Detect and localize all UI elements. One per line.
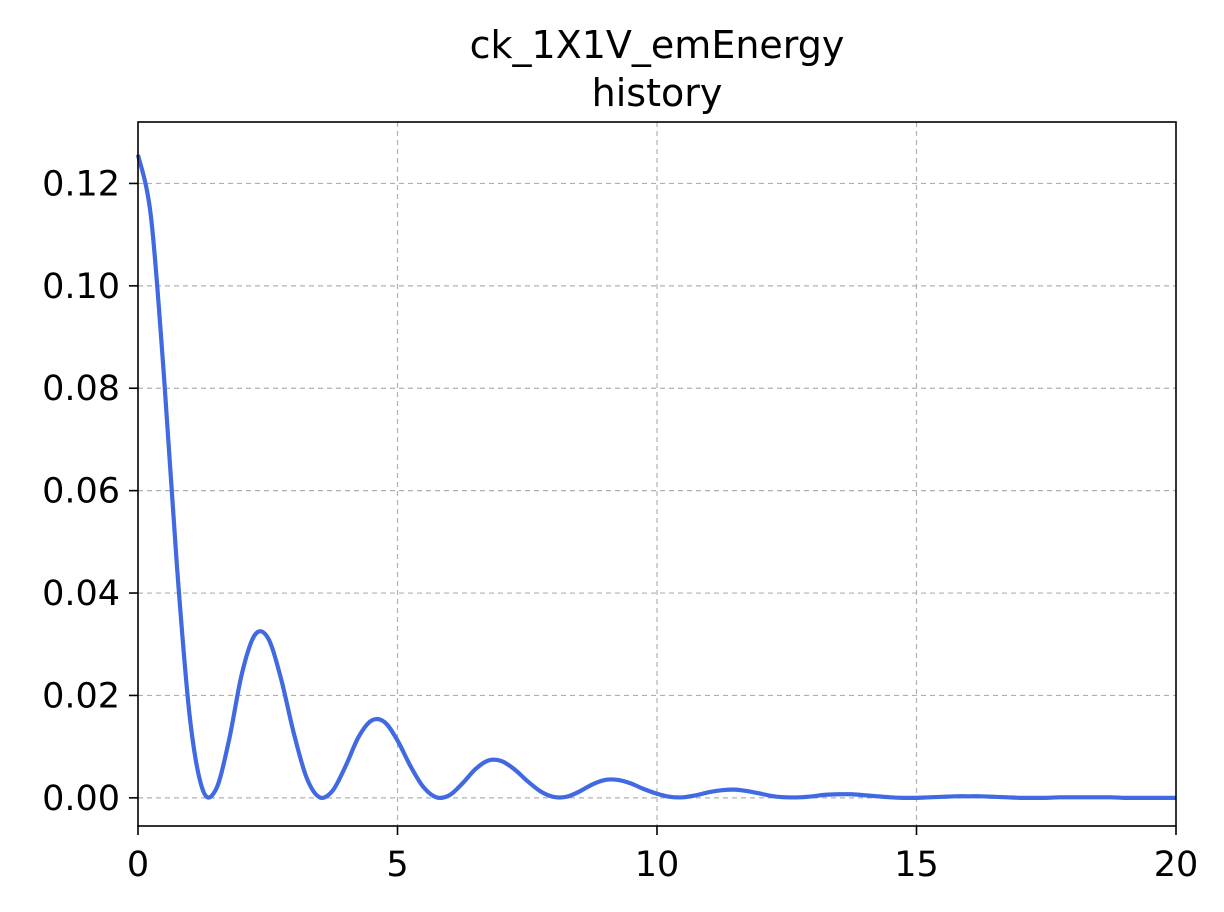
y-tick-label: 0.00 [42,779,120,819]
grid [138,122,1176,826]
y-tick-label: 0.04 [42,574,120,614]
y-tick-label: 0.08 [42,369,120,409]
y-tick-label: 0.02 [42,676,120,716]
x-tick-label: 5 [386,845,408,885]
chart-subtitle: history [592,71,723,115]
x-tick-label: 15 [894,845,939,885]
series-layer [135,154,1176,801]
x-tick-label: 0 [127,845,149,885]
series-line [135,154,1176,801]
y-tick-label: 0.12 [42,164,120,204]
x-tick-label: 20 [1154,845,1199,885]
chart-title: ck_1X1V_emEnergy [470,23,845,67]
y-tick-label: 0.06 [42,472,120,512]
x-tick-label: 10 [635,845,680,885]
y-tick-label: 0.10 [42,267,120,307]
ticks: 0 5 10 15 20 0.00 0.02 0.04 0.06 0.08 0.10 0.12 [42,164,1198,885]
